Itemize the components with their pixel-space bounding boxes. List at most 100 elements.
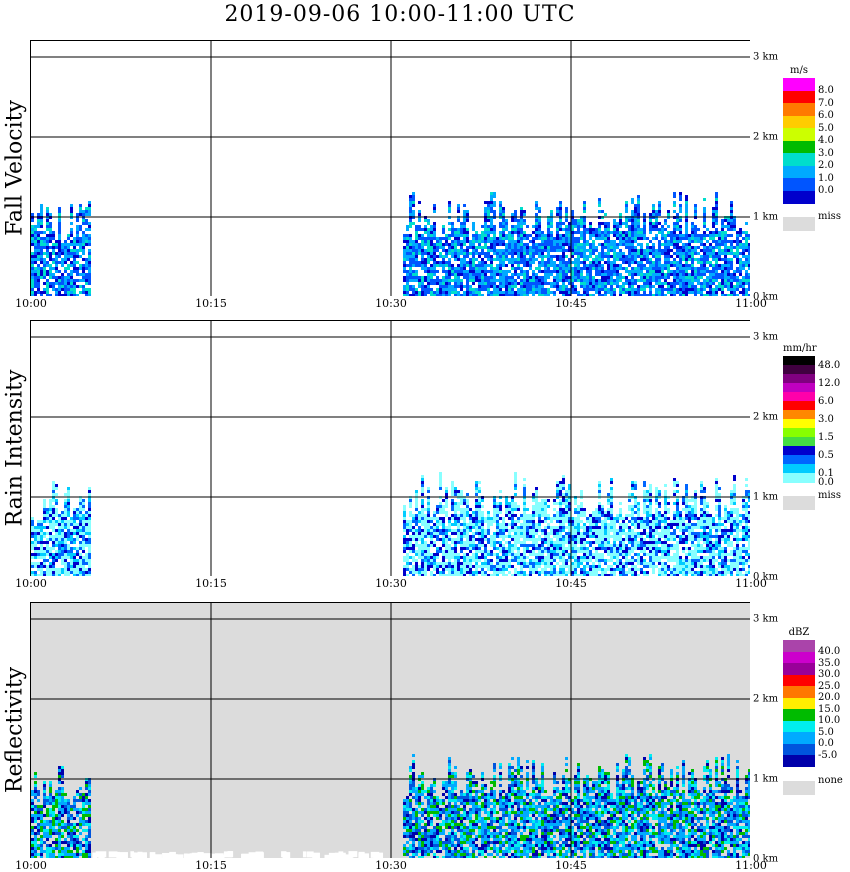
echo-cell [523, 252, 526, 255]
echo-cell [739, 246, 742, 249]
echo-cell [601, 231, 604, 234]
echo-cell [409, 204, 412, 207]
echo-cell [538, 228, 541, 231]
echo-cell [73, 237, 76, 240]
echo-cell [607, 255, 610, 258]
echo-cell [583, 529, 586, 532]
echo-cell [514, 252, 517, 255]
echo-cell [718, 264, 721, 267]
echo-cell [727, 288, 730, 291]
echo-cell [613, 222, 616, 225]
echo-cell [448, 237, 451, 240]
echo-cell [415, 231, 418, 234]
echo-cell [52, 544, 55, 547]
echo-cell [409, 237, 412, 240]
echo-cell [619, 237, 622, 240]
echo-cell [496, 243, 499, 246]
echo-cell [589, 282, 592, 285]
echo-cell [580, 246, 583, 249]
echo-cell [616, 252, 619, 255]
echo-cell [562, 484, 565, 487]
echo-cell [454, 276, 457, 279]
echo-cell [73, 243, 76, 246]
echo-cell [637, 225, 640, 228]
echo-cell [76, 228, 79, 231]
echo-cell [601, 279, 604, 282]
echo-cell [673, 195, 676, 198]
echo-cell [472, 538, 475, 541]
echo-cell [574, 529, 577, 532]
echo-cell [451, 538, 454, 541]
echo-cell [82, 213, 85, 216]
echo-cell [556, 246, 559, 249]
echo-cell [529, 562, 532, 565]
echo-cell [484, 222, 487, 225]
echo-cell [553, 249, 556, 252]
echo-cell [535, 246, 538, 249]
echo-cell [403, 559, 406, 562]
echo-cell [574, 568, 577, 571]
echo-cell [79, 559, 82, 562]
echo-cell [601, 276, 604, 279]
echo-cell [538, 556, 541, 559]
echo-cell [520, 282, 523, 285]
echo-cell [682, 234, 685, 237]
echo-cell [439, 547, 442, 550]
echo-cell [439, 291, 442, 294]
echo-cell [607, 258, 610, 261]
echo-cell [40, 544, 43, 547]
echo-cell [541, 282, 544, 285]
echo-cell [589, 565, 592, 568]
echo-cell [649, 240, 652, 243]
echo-cell [604, 234, 607, 237]
echo-cell [418, 291, 421, 294]
echo-cell [529, 532, 532, 535]
colorbar-level-label: 4.0 [818, 135, 834, 146]
echo-cell [478, 547, 481, 550]
echo-cell [40, 541, 43, 544]
echo-cell [412, 535, 415, 538]
echo-cell [715, 288, 718, 291]
echo-cell [604, 511, 607, 514]
echo-cell [589, 246, 592, 249]
echo-cell [715, 213, 718, 216]
echo-cell [559, 234, 562, 237]
echo-cell [541, 568, 544, 571]
echo-cell [505, 222, 508, 225]
echo-cell [85, 541, 88, 544]
echo-cell [664, 267, 667, 270]
echo-cell [415, 246, 418, 249]
echo-cell [505, 234, 508, 237]
echo-cell [82, 565, 85, 568]
echo-cell [418, 571, 421, 574]
echo-cell [61, 517, 64, 520]
echo-cell [463, 529, 466, 532]
echo-cell [463, 258, 466, 261]
echo-cell [601, 523, 604, 526]
echo-cell [88, 207, 91, 210]
echo-cell [667, 231, 670, 234]
echo-cell [457, 556, 460, 559]
echo-cell [517, 246, 520, 249]
echo-cell [424, 553, 427, 556]
echo-cell [742, 231, 745, 234]
echo-cell [469, 565, 472, 568]
echo-cell [514, 568, 517, 571]
echo-cell [514, 213, 517, 216]
echo-cell [610, 493, 613, 496]
echo-cell [454, 571, 457, 574]
echo-cell [448, 267, 451, 270]
echo-cell [88, 243, 91, 246]
echo-cell [412, 252, 415, 255]
echo-cell [523, 523, 526, 526]
echo-cell [454, 517, 457, 520]
echo-cell [439, 288, 442, 291]
echo-cell [520, 231, 523, 234]
echo-cell [49, 553, 52, 556]
echo-cell [82, 532, 85, 535]
echo-cell [673, 243, 676, 246]
echo-cell [547, 517, 550, 520]
echo-cell [508, 270, 511, 273]
echo-cell [616, 279, 619, 282]
echo-cell [478, 240, 481, 243]
